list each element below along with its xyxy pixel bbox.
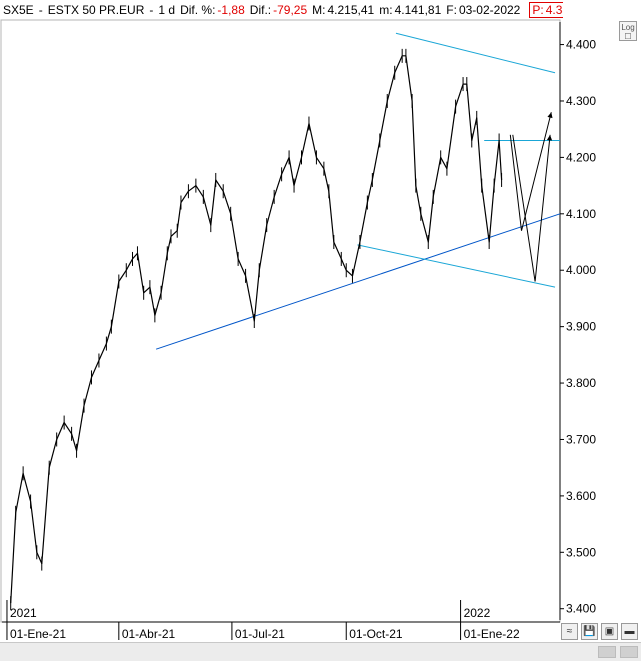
price-chart[interactable]: 01-Ene-21 01-Abr-21 01-Jul-21 01-Oct-21 01-E… — [0, 0, 641, 642]
y-axis: 4.400 4.300 4.200 4.100 4.000 3.900 3.800 3.700… — [559, 22, 596, 620]
save-icon[interactable]: 💾 — [581, 623, 598, 640]
date-value: 03-02-2022 — [458, 3, 521, 17]
price-label: P: — [532, 3, 544, 17]
projection-arrowhead — [547, 112, 553, 119]
log-button-icon: ☐ — [624, 32, 632, 41]
chart-toolbar: ≈ 💾 ▣ ▬ — [561, 623, 638, 641]
x-tick-label: 01-Ene-21 — [10, 627, 66, 641]
instrument-name: ESTX 50 PR.EUR — [47, 3, 145, 17]
high-label: M: — [312, 3, 326, 17]
y-tick-label: 3.800 — [566, 376, 596, 390]
channel-bottom — [357, 244, 556, 288]
price-line — [10, 55, 503, 604]
y-tick-label: 3.400 — [566, 602, 596, 616]
year-marker-label: 2022 — [464, 606, 491, 620]
price-box: P:4.33 — [529, 2, 563, 18]
projection-arrowhead — [546, 134, 553, 141]
year-marker-label: 2021 — [10, 606, 37, 620]
zigzag-icon[interactable]: ≈ — [561, 623, 578, 640]
x-tick-label: 01-Ene-22 — [464, 627, 520, 641]
low-label: m: — [379, 3, 393, 17]
support-trendline — [155, 213, 561, 350]
symbol: SX5E — [3, 3, 34, 17]
y-tick-label: 4.400 — [566, 38, 596, 52]
projection-path — [512, 134, 551, 282]
date-label: F: — [446, 3, 457, 17]
low-value: 4.141,81 — [394, 3, 442, 17]
interval: 1 d — [158, 3, 176, 17]
status-bar — [0, 642, 641, 661]
channel-top — [395, 32, 556, 74]
x-tick-label: 01-Abr-21 — [122, 627, 176, 641]
log-button-label: Log — [621, 23, 635, 32]
y-tick-label: 4.100 — [566, 207, 596, 221]
chart-header: SX5E - ESTX 50 PR.EUR - 1 d Dif. %: -1,8… — [0, 0, 563, 20]
x-tick-label: 01-Jul-21 — [235, 627, 285, 641]
status-block — [598, 646, 616, 658]
separator: - — [149, 3, 154, 17]
x-axis: 01-Ene-21 01-Abr-21 01-Jul-21 01-Oct-21 01-E… — [2, 600, 560, 641]
y-tick-label: 3.700 — [566, 432, 596, 446]
price-series — [10, 48, 503, 611]
y-tick-label: 3.500 — [566, 545, 596, 559]
y-tick-label: 4.200 — [566, 150, 596, 164]
projection-path — [509, 112, 552, 231]
y-tick-label: 3.600 — [566, 489, 596, 503]
x-tick-label: 01-Oct-21 — [349, 627, 403, 641]
status-block — [620, 646, 638, 658]
y-tick-label: 4.300 — [566, 94, 596, 108]
print-icon[interactable]: ▣ — [601, 623, 618, 640]
dif-pct-value: -1,88 — [217, 3, 245, 17]
window-icon[interactable]: ▬ — [621, 623, 638, 640]
annotations — [155, 32, 561, 350]
dif-label: Dif.: — [249, 3, 272, 17]
dif-value: -79,25 — [273, 3, 308, 17]
dif-pct-label: Dif. %: — [180, 3, 216, 17]
price-value: 4.33 — [545, 3, 563, 17]
separator: - — [38, 3, 43, 17]
plot-border — [0, 19, 561, 623]
log-scale-button[interactable]: Log ☐ — [619, 21, 637, 41]
high-value: 4.215,41 — [327, 3, 375, 17]
y-tick-label: 3.900 — [566, 320, 596, 334]
y-tick-label: 4.000 — [566, 263, 596, 277]
